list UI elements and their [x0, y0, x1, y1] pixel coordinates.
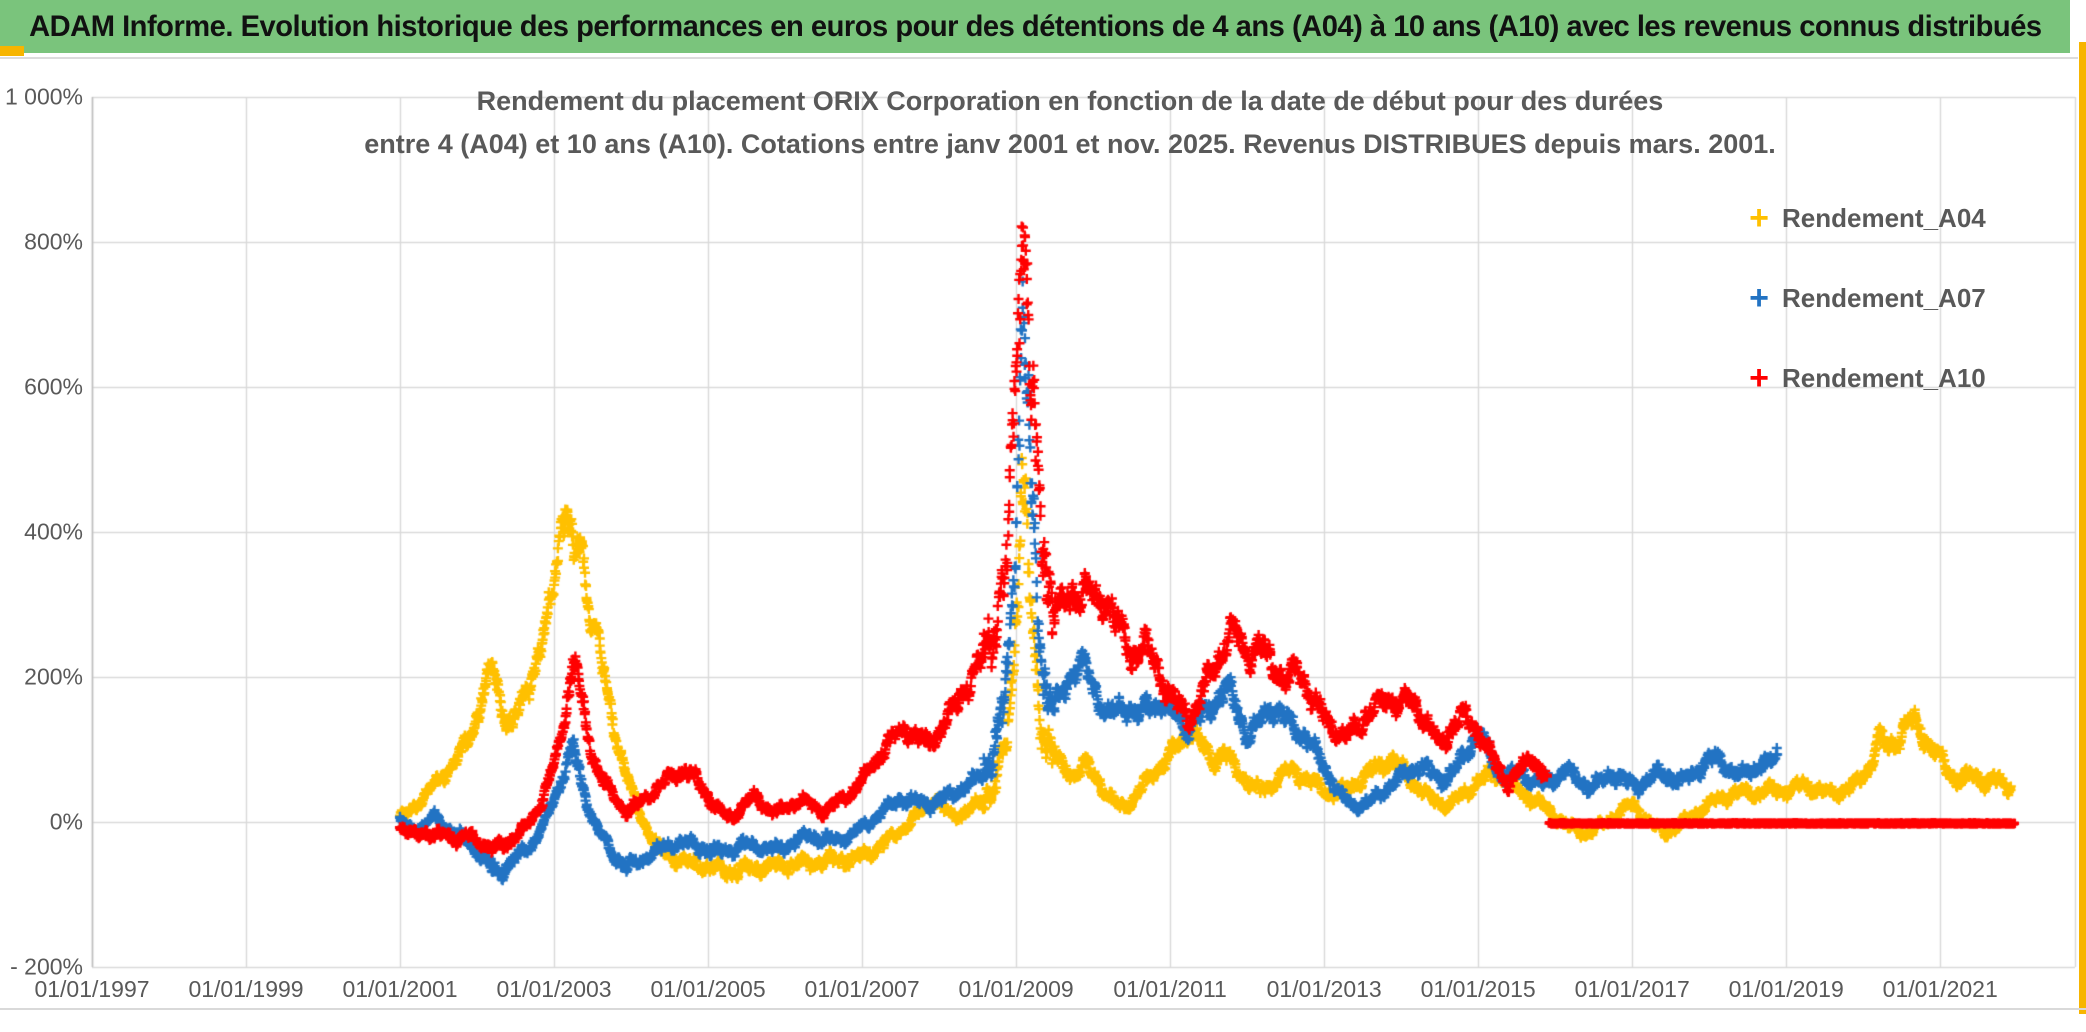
- bottom-divider: [0, 1008, 2086, 1010]
- x-axis-tick-label: 01/01/2013: [1266, 976, 1382, 1002]
- x-axis-tick-label: 01/01/2019: [1728, 976, 1844, 1002]
- y-axis-tick-label: 400%: [24, 518, 83, 545]
- y-axis-tick-label: 200%: [24, 663, 83, 690]
- y-axis-tick-label: 0%: [49, 808, 83, 835]
- x-axis-tick-label: 01/01/2007: [804, 976, 920, 1002]
- plus-marker-icon: +: [1749, 359, 1769, 397]
- legend-item-label: Rendement_A04: [1782, 202, 1986, 233]
- legend-item-label: Rendement_A10: [1782, 362, 1986, 393]
- chart-title-line-1: Rendement du placement ORIX Corporation …: [476, 86, 1664, 116]
- x-axis-tick-label: 01/01/2011: [1113, 976, 1227, 1002]
- plus-marker-icon: +: [1749, 199, 1769, 237]
- x-axis-tick-label: 01/01/1997: [34, 976, 150, 1002]
- x-axis-tick-label: 01/01/2005: [650, 976, 766, 1002]
- legend-item-rendement_a10[interactable]: + Rendement_A10: [1742, 356, 1986, 400]
- y-axis-tick-label: 800%: [24, 228, 83, 255]
- legend-item-label: Rendement_A07: [1782, 282, 1986, 313]
- y-axis-tick-label: 600%: [24, 373, 83, 400]
- legend-item-rendement_a07[interactable]: + Rendement_A07: [1742, 276, 1986, 320]
- chart-legend: + Rendement_A04 + Rendement_A07 + Rendement_A…: [1742, 196, 1986, 436]
- y-axis-tick-label: 1 000%: [4, 83, 83, 110]
- y-axis-tick-label: - 200%: [10, 953, 83, 980]
- x-axis-tick-label: 01/01/1999: [188, 976, 304, 1002]
- x-axis-tick-label: 01/01/2021: [1882, 976, 1998, 1002]
- x-axis-tick-label: 01/01/2015: [1420, 976, 1536, 1002]
- chart-title-line-2: entre 4 (A04) et 10 ans (A10). Cotations…: [364, 129, 1776, 159]
- legend-item-rendement_a04[interactable]: + Rendement_A04: [1742, 196, 1986, 240]
- x-axis-tick-label: 01/01/2009: [958, 976, 1074, 1002]
- x-axis-tick-label: 01/01/2003: [496, 976, 612, 1002]
- x-axis-tick-label: 01/01/2001: [342, 976, 458, 1002]
- plus-marker-icon: +: [1749, 279, 1769, 317]
- x-axis-tick-label: 01/01/2017: [1574, 976, 1690, 1002]
